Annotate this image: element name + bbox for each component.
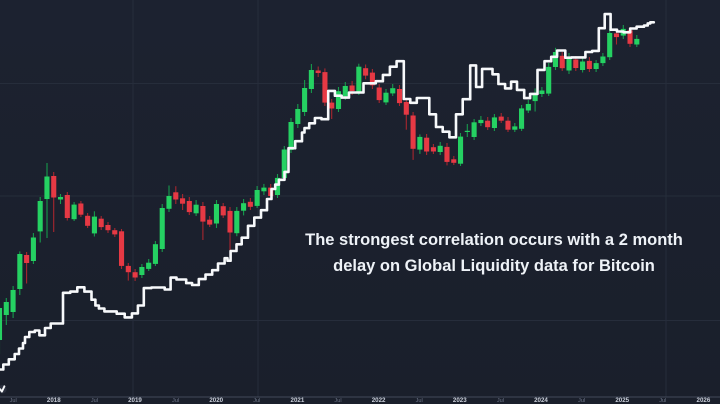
svg-text:The strongest correlation occu: The strongest correlation occurs with a … bbox=[305, 231, 683, 249]
svg-text:Jul: Jul bbox=[91, 398, 98, 404]
svg-text:Jul: Jul bbox=[416, 398, 423, 404]
svg-text:2024: 2024 bbox=[534, 397, 548, 404]
svg-text:Jul: Jul bbox=[172, 398, 179, 404]
svg-text:Jul: Jul bbox=[334, 398, 341, 404]
svg-text:2022: 2022 bbox=[372, 397, 386, 404]
svg-text:2018: 2018 bbox=[47, 397, 61, 404]
svg-text:2023: 2023 bbox=[453, 397, 467, 404]
svg-text:2020: 2020 bbox=[209, 397, 223, 404]
svg-text:Jul: Jul bbox=[578, 398, 585, 404]
svg-text:Jul: Jul bbox=[253, 398, 260, 404]
svg-text:Jul: Jul bbox=[497, 398, 504, 404]
svg-text:2019: 2019 bbox=[128, 397, 142, 404]
svg-text:2026: 2026 bbox=[697, 397, 711, 404]
svg-text:Jul: Jul bbox=[10, 398, 17, 404]
svg-text:Jul: Jul bbox=[659, 398, 666, 404]
svg-text:2025: 2025 bbox=[615, 397, 629, 404]
svg-text:2021: 2021 bbox=[291, 397, 305, 404]
svg-text:delay on Global Liquidity data: delay on Global Liquidity data for Bitco… bbox=[333, 257, 655, 275]
